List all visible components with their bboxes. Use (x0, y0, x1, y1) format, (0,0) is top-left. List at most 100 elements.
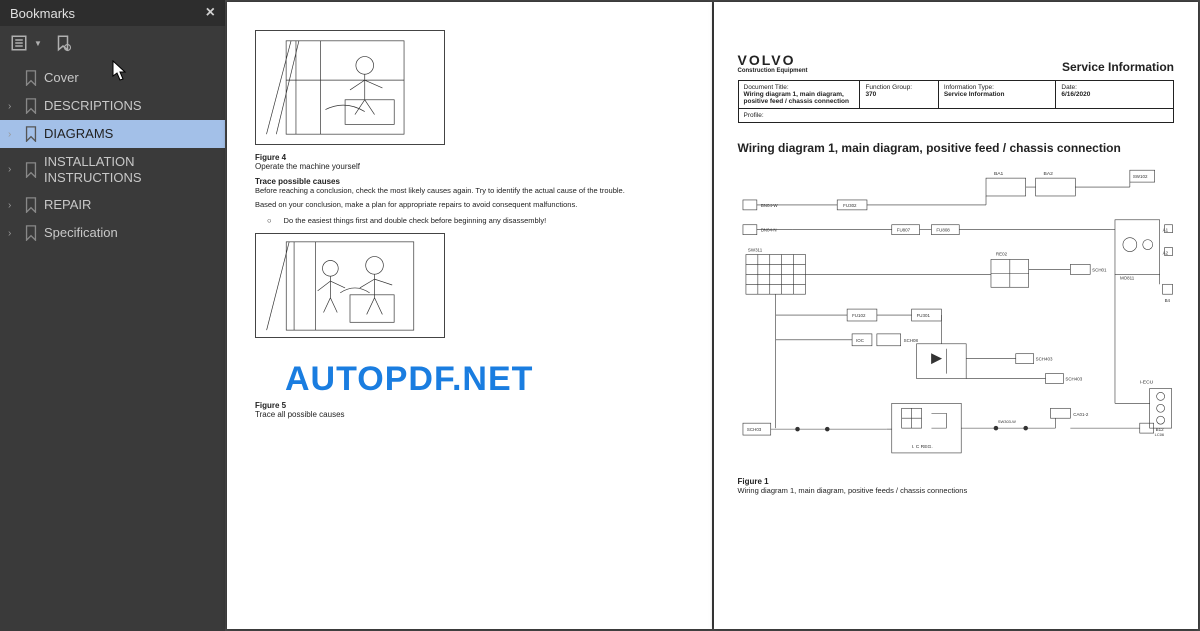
bookmark-icon (24, 70, 38, 86)
trace-causes-heading: Trace possible causes (255, 177, 684, 186)
svg-text:SCH01: SCH01 (1092, 267, 1107, 272)
service-information-heading: Service Information (1062, 60, 1174, 74)
brand-subline: Construction Equipment (738, 68, 808, 74)
expand-icon[interactable]: › (8, 200, 18, 211)
bookmark-icon (24, 197, 38, 213)
bookmarks-list: Cover › DESCRIPTIONS › DIAGRAMS › INSTAL… (0, 64, 225, 247)
doc-title-cell: Document Title: Wiring diagram 1, main d… (738, 81, 860, 109)
svg-text:IOC: IOC (856, 338, 865, 343)
bookmarks-header: Bookmarks × (0, 0, 225, 26)
svg-text:FU808: FU808 (936, 228, 950, 233)
body-text-1: Before reaching a conclusion, check the … (255, 186, 684, 196)
bookmark-icon (24, 225, 38, 241)
cell-value: Service Information (944, 91, 1005, 98)
wiring-diagram-figure: BA1 BA2 SW102 BN04-W BN04-N (738, 169, 1175, 469)
bookmarks-toolbar: ▼ (0, 26, 225, 60)
bookmark-icon (24, 98, 38, 114)
cell-label: Profile: (744, 112, 1169, 119)
body-text-2: Based on your conclusion, make a plan fo… (255, 200, 684, 210)
bookmark-item-cover[interactable]: Cover (0, 64, 225, 92)
wiring-diagram-title: Wiring diagram 1, main diagram, positive… (738, 141, 1175, 155)
figure-4-illustration (255, 30, 445, 145)
table-row: Profile: (738, 109, 1174, 123)
figure-5-illustration (255, 233, 445, 338)
svg-text:BN04-N: BN04-N (760, 228, 776, 233)
date-cell: Date: 6/16/2020 (1056, 81, 1174, 109)
close-icon[interactable]: × (206, 4, 215, 22)
cell-label: Function Group: (865, 84, 932, 91)
bookmarks-panel: Bookmarks × ▼ Cover › DESCRIPTIONS › (0, 0, 225, 631)
bookmark-item-installation[interactable]: › INSTALLATION INSTRUCTIONS (0, 148, 225, 191)
expand-icon[interactable]: › (8, 228, 18, 239)
svg-text:A2: A2 (1162, 251, 1168, 256)
figure-1-caption: Wiring diagram 1, main diagram, positive… (738, 486, 1175, 495)
bookmark-item-specification[interactable]: › Specification (0, 219, 225, 247)
svg-text:SW311: SW311 (747, 248, 762, 253)
figure-1-label: Figure 1 (738, 477, 1175, 486)
svg-text:LC06: LC06 (1154, 432, 1164, 437)
bullet-row: ○ Do the easiest things first and double… (267, 216, 684, 225)
bookmark-icon (24, 126, 38, 142)
expand-icon[interactable]: › (8, 101, 18, 112)
svg-text:FU807: FU807 (896, 228, 910, 233)
figure-4-caption: Operate the machine yourself (255, 162, 684, 171)
brand-block: VOLVO Construction Equipment (738, 52, 808, 74)
table-row: Document Title: Wiring diagram 1, main d… (738, 81, 1174, 109)
chevron-down-icon[interactable]: ▼ (34, 39, 42, 48)
bookmark-label: INSTALLATION INSTRUCTIONS (44, 154, 217, 185)
bullet-marker: ○ (267, 216, 272, 225)
svg-text:SCH03: SCH03 (746, 427, 761, 432)
cell-value: 6/16/2020 (1061, 91, 1090, 98)
page-viewport[interactable]: Figure 4 Operate the machine yourself Tr… (225, 0, 1200, 631)
document-info-table: Document Title: Wiring diagram 1, main d… (738, 80, 1175, 123)
bookmark-icon (24, 162, 38, 178)
bookmark-label: REPAIR (44, 197, 217, 213)
cell-label: Document Title: (744, 84, 855, 91)
figure-5-caption: Trace all possible causes (255, 410, 684, 419)
svg-text:SCH08: SCH08 (903, 338, 918, 343)
func-group-cell: Function Group: 370 (860, 81, 938, 109)
svg-text:BN04-W: BN04-W (760, 203, 778, 208)
svg-text:SW303-W: SW303-W (997, 419, 1015, 424)
svg-text:I. C REG.: I. C REG. (911, 444, 932, 450)
svg-text:SW102: SW102 (1132, 174, 1147, 179)
svg-text:FU102: FU102 (852, 313, 866, 318)
svg-text:A1: A1 (1162, 228, 1168, 233)
svg-text:BA2: BA2 (1043, 171, 1053, 177)
bookmark-item-repair[interactable]: › REPAIR (0, 191, 225, 219)
expand-icon[interactable]: › (8, 129, 18, 140)
bookmark-label: DESCRIPTIONS (44, 98, 217, 114)
bookmark-item-descriptions[interactable]: › DESCRIPTIONS (0, 92, 225, 120)
bookmark-label: Cover (44, 70, 217, 86)
bookmark-label: Specification (44, 225, 217, 241)
pdf-page-left: Figure 4 Operate the machine yourself Tr… (227, 2, 712, 629)
find-bookmark-icon[interactable] (54, 34, 72, 52)
svg-text:RE02: RE02 (995, 252, 1007, 257)
cell-value: 370 (865, 91, 876, 98)
svg-text:BA1: BA1 (993, 171, 1003, 177)
svg-text:SCH403: SCH403 (1065, 377, 1082, 382)
cell-label: Date: (1061, 84, 1168, 91)
bookmarks-title: Bookmarks (10, 6, 75, 21)
svg-text:MO811: MO811 (1119, 275, 1134, 280)
bullet-text: Do the easiest things first and double c… (284, 216, 547, 225)
svg-text:B4: B4 (1164, 298, 1170, 303)
page-content: Figure 4 Operate the machine yourself Tr… (227, 2, 712, 445)
brand-name: VOLVO (738, 52, 808, 68)
watermark-text: AUTOPDF.NET (285, 360, 684, 399)
svg-text:CA01-2: CA01-2 (1073, 412, 1089, 417)
options-icon[interactable] (10, 34, 28, 52)
figure-4-label: Figure 4 (255, 153, 684, 162)
cell-value: Wiring diagram 1, main diagram, positive… (744, 91, 849, 105)
info-type-cell: Information Type: Service Information (938, 81, 1056, 109)
pdf-page-right: VOLVO Construction Equipment Service Inf… (714, 2, 1199, 629)
svg-text:FU301: FU301 (916, 313, 930, 318)
volvo-header: VOLVO Construction Equipment Service Inf… (738, 52, 1175, 74)
svg-text:SCH403: SCH403 (1035, 357, 1052, 362)
cell-label: Information Type: (944, 84, 1051, 91)
figure-5-label: Figure 5 (255, 401, 684, 410)
profile-cell: Profile: (738, 109, 1174, 123)
bookmark-item-diagrams[interactable]: › DIAGRAMS (0, 120, 225, 148)
expand-icon[interactable]: › (8, 164, 18, 175)
svg-text:FU302: FU302 (843, 203, 857, 208)
